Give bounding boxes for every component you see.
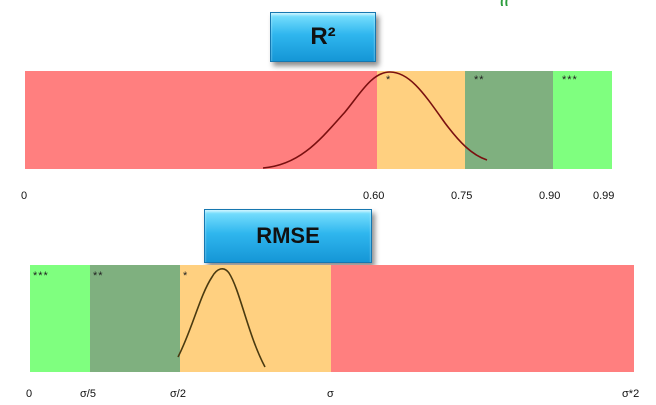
r2-stars-excellent: *** <box>562 74 578 86</box>
rmse-title-badge: RMSE <box>204 209 372 263</box>
rmse-tick-sigma-x2: σ*2 <box>622 388 640 400</box>
r2-stars-good: ** <box>474 74 485 86</box>
rmse-stars-excellent: *** <box>33 270 49 282</box>
r2-stars-fair: * <box>386 74 392 86</box>
r2-distribution-curve <box>262 71 488 169</box>
r2-title-badge: R² <box>270 12 376 62</box>
rmse-tick-sigma-2: σ/2 <box>170 388 186 400</box>
rmse-tick-0: 0 <box>26 388 33 400</box>
top-accent-fragment: (( <box>500 0 534 6</box>
rmse-band-poor <box>331 265 634 372</box>
rmse-tick-sigma: σ <box>327 388 334 400</box>
r2-tick-0.60: 0.60 <box>363 190 385 202</box>
rmse-band-good <box>90 265 180 372</box>
r2-band-excellent <box>553 71 612 169</box>
r2-band-poor <box>25 71 377 169</box>
r2-tick-0.99: 0.99 <box>593 190 615 202</box>
rmse-stars-fair: * <box>183 270 189 282</box>
rmse-title: RMSE <box>256 223 320 248</box>
r2-band-good <box>465 71 553 169</box>
rmse-band-excellent <box>30 265 90 372</box>
rmse-distribution-curve <box>177 268 266 368</box>
r2-tick-0.75: 0.75 <box>451 190 473 202</box>
rmse-band-fair <box>180 265 331 372</box>
rmse-tick-sigma-5: σ/5 <box>80 388 96 400</box>
r2-band-fair <box>377 71 465 169</box>
rmse-stars-good: ** <box>93 270 104 282</box>
r2-tick-0: 0 <box>21 190 28 202</box>
r2-title: R² <box>310 23 336 50</box>
r2-tick-0.90: 0.90 <box>539 190 561 202</box>
